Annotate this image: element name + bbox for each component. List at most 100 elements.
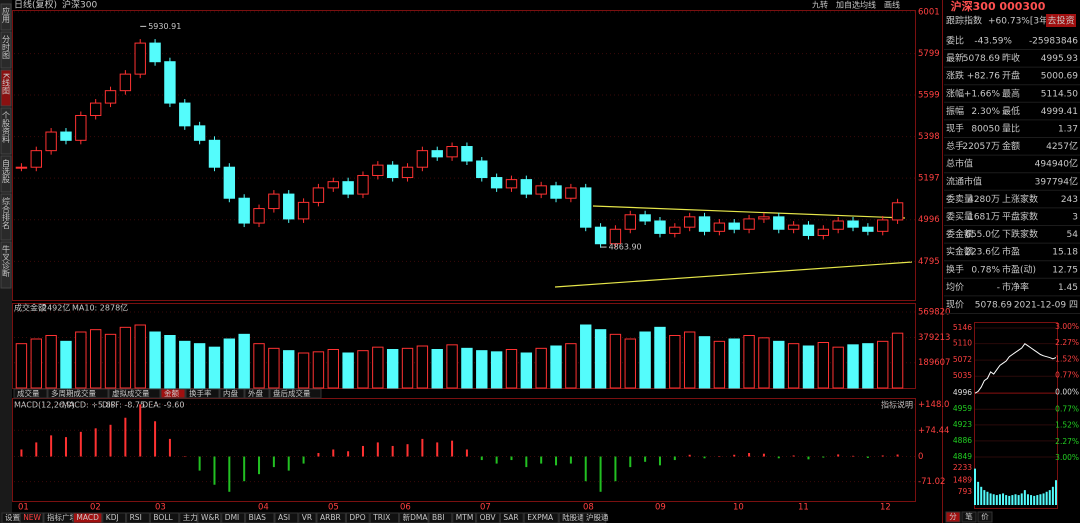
- sidebar-tab[interactable]: [0, 69, 12, 107]
- bottom-tab-label[interactable]: 新DMA: [403, 512, 429, 522]
- toolbar-item[interactable]: 画线: [884, 0, 900, 10]
- indicator-tab-label[interactable]: 多周期成交量: [51, 388, 96, 398]
- macd-bar: [124, 417, 127, 457]
- indicator-tab[interactable]: [160, 388, 186, 399]
- bottom-tab-label[interactable]: KDJ: [106, 513, 119, 522]
- indicator-tab[interactable]: [47, 388, 109, 399]
- bottom-tab[interactable]: [452, 512, 477, 523]
- bottom-tab-label[interactable]: SAR: [503, 513, 518, 522]
- bottom-tab[interactable]: [476, 512, 500, 523]
- bottom-tab[interactable]: [428, 512, 453, 523]
- bottom-tab[interactable]: [316, 512, 346, 523]
- bottom-tab[interactable]: [245, 512, 275, 523]
- bottom-tab[interactable]: [149, 512, 180, 523]
- bottom-tab[interactable]: [43, 512, 73, 523]
- mini-tab-label[interactable]: 分: [949, 512, 957, 521]
- toolbar-item[interactable]: 加自选: [836, 0, 860, 10]
- bottom-tab[interactable]: [102, 512, 127, 523]
- bottom-tab-label[interactable]: DMI: [225, 513, 239, 522]
- candle: [594, 226, 607, 245]
- sidebar-tab[interactable]: [0, 3, 12, 31]
- sidebar-tab[interactable]: [0, 155, 12, 193]
- indicator-tab[interactable]: [244, 388, 270, 399]
- sidebar-tab[interactable]: [0, 241, 12, 289]
- mini-tab-label[interactable]: 价: [981, 512, 989, 521]
- indicator-tab-label[interactable]: 盘后成交量: [273, 388, 311, 398]
- bottom-tab-label[interactable]: OBV: [480, 513, 497, 522]
- bottom-tab-label[interactable]: BOLL: [153, 513, 173, 522]
- bottom-tab-label[interactable]: 设置: [5, 512, 20, 522]
- sidebar-tab-label[interactable]: 分时图: [2, 35, 11, 60]
- sidebar-tab-label[interactable]: 个股资料: [2, 111, 11, 144]
- indicator-tab-label[interactable]: 金额: [164, 388, 179, 398]
- indicator-tab-label[interactable]: 换手率: [189, 388, 212, 398]
- bottom-tab[interactable]: [523, 512, 559, 523]
- indicator-tab-label[interactable]: 成交量: [17, 388, 40, 398]
- bottom-tab[interactable]: [274, 512, 299, 523]
- sidebar-tab-label[interactable]: 应用: [2, 6, 11, 24]
- indicator-tab-label[interactable]: 内盘: [223, 388, 238, 398]
- indicator-tab[interactable]: [108, 388, 161, 399]
- sidebar-tab-label[interactable]: K线图: [2, 73, 11, 95]
- bottom-tab-label[interactable]: 指标广场: [47, 512, 77, 522]
- sidebar-tab[interactable]: [0, 193, 12, 241]
- bottom-tab-label[interactable]: ARBR: [320, 513, 341, 522]
- bottom-tab[interactable]: [499, 512, 524, 523]
- sidebar-tab[interactable]: [0, 31, 12, 69]
- bottom-tab[interactable]: [1, 512, 20, 523]
- toolbar-item[interactable]: 均线: [860, 0, 876, 10]
- indicator-tab-label[interactable]: 虚拟成交量: [112, 388, 150, 398]
- macd-bar: [658, 456, 661, 466]
- bottom-tab[interactable]: [298, 512, 317, 523]
- macd-help[interactable]: 指标说明: [881, 400, 913, 410]
- sidebar-tab[interactable]: [0, 107, 12, 155]
- bottom-tab[interactable]: [126, 512, 150, 523]
- indicator-tab[interactable]: [219, 388, 245, 399]
- bottom-tab[interactable]: [72, 512, 103, 523]
- bottom-tab-label[interactable]: NEW: [23, 513, 41, 522]
- y-tick-label: 5599: [918, 91, 940, 101]
- sidebar-tab-label[interactable]: 牛叉诊断: [2, 244, 11, 278]
- bottom-tab-label[interactable]: MTM: [456, 513, 474, 522]
- bottom-tab-label[interactable]: RSI: [130, 513, 142, 522]
- sidebar-tab-label[interactable]: 综合排名: [2, 196, 11, 230]
- bottom-tab-label[interactable]: MACD: [76, 513, 99, 522]
- bottom-tab-label[interactable]: BIAS: [249, 513, 266, 522]
- y-tick-label: +74.44: [918, 426, 949, 436]
- mini-tab[interactable]: [977, 511, 993, 523]
- macd-bar: [213, 456, 216, 485]
- bottom-tab-label[interactable]: VR: [302, 513, 312, 522]
- y-tick-label: 569820: [918, 308, 950, 318]
- mini-tab-label[interactable]: 笔: [965, 511, 973, 521]
- bottom-tab[interactable]: [582, 512, 607, 523]
- indicator-tab[interactable]: [13, 388, 48, 399]
- mini-tab[interactable]: [961, 511, 977, 523]
- bottom-tab[interactable]: [399, 512, 429, 523]
- indicator-tab[interactable]: [185, 388, 220, 399]
- bottom-tab[interactable]: [19, 512, 44, 523]
- bottom-tab-label[interactable]: 陆股通: [562, 512, 585, 522]
- sidebar-tab-label[interactable]: 自选股: [2, 158, 11, 184]
- bottom-tab[interactable]: [369, 512, 400, 523]
- bottom-tab[interactable]: [345, 512, 370, 523]
- bottom-tab[interactable]: [179, 512, 198, 523]
- bottom-tab-label[interactable]: BBI: [432, 513, 445, 522]
- bottom-tab-label[interactable]: TRIX: [372, 513, 390, 522]
- bottom-tab-label[interactable]: W&R: [201, 513, 219, 522]
- indicator-tab-label[interactable]: 外盘: [248, 388, 263, 398]
- bottom-tab-label[interactable]: 沪股通: [586, 512, 609, 522]
- mini-tab[interactable]: [945, 511, 961, 523]
- toolbar-item[interactable]: 九转: [812, 0, 828, 10]
- bottom-tab-label[interactable]: 主力: [183, 512, 198, 522]
- volume-bar: [817, 342, 830, 389]
- indicator-tab[interactable]: [269, 388, 322, 399]
- bottom-tab[interactable]: [197, 512, 222, 523]
- bottom-tab[interactable]: [221, 512, 246, 523]
- bottom-tab[interactable]: [558, 512, 583, 523]
- volume-bar: [862, 343, 874, 389]
- bottom-tab-label[interactable]: ASI: [278, 513, 290, 522]
- invest-button[interactable]: [1046, 14, 1076, 27]
- bottom-tab-label[interactable]: EXPMA: [527, 513, 554, 522]
- invest-button-label[interactable]: 去投资: [1047, 15, 1074, 27]
- bottom-tab-label[interactable]: DPO: [349, 513, 365, 522]
